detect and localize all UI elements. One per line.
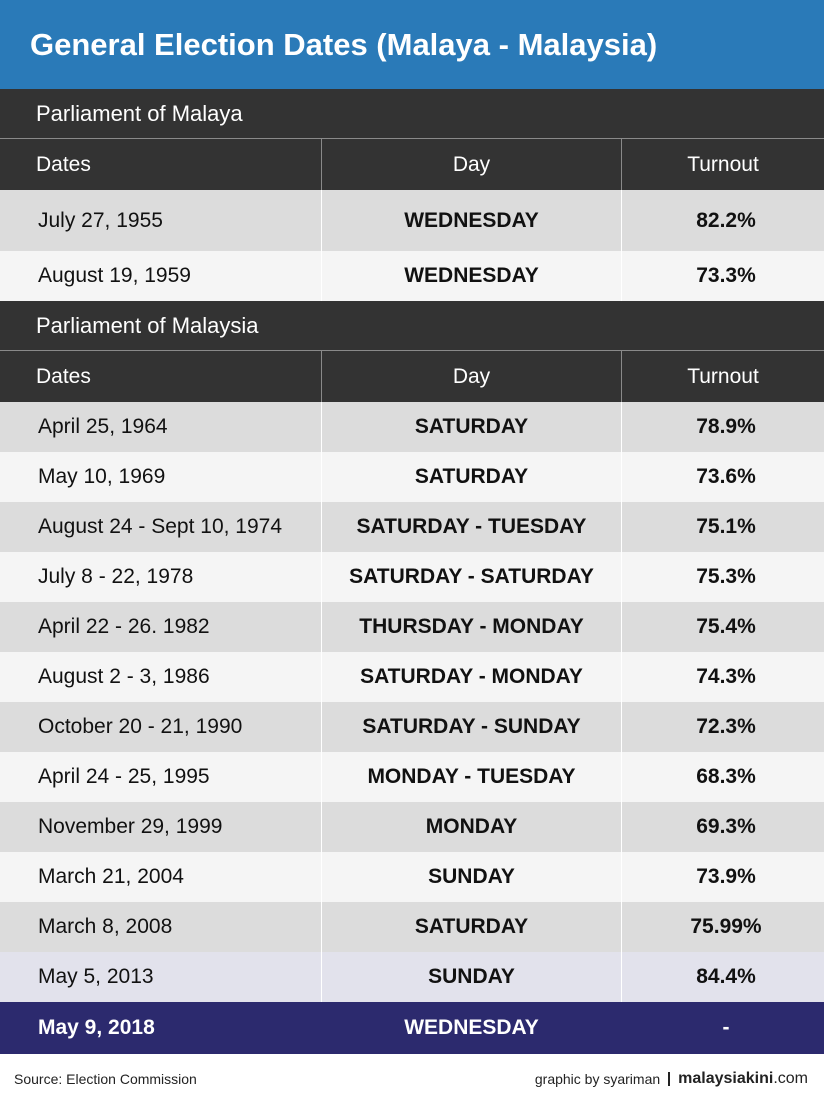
row-date: March 21, 2004 (38, 865, 184, 888)
brand-suffix: .com (773, 1069, 808, 1087)
row-turnout: 75.1% (621, 502, 824, 552)
section-title-malaya: Parliament of Malaya (0, 89, 824, 139)
row-day: WEDNESDAY (321, 1002, 621, 1054)
table-row: August 2 - 3, 1986 SATURDAY - MONDAY 74.… (0, 652, 824, 702)
row-day: SATURDAY (321, 902, 621, 952)
table-row-highlighted: May 9, 2018 WEDNESDAY - (0, 1002, 824, 1054)
row-date: August 2 - 3, 1986 (38, 665, 210, 688)
row-turnout: 72.3% (621, 702, 824, 752)
row-date: May 9, 2018 (38, 1016, 155, 1039)
table-header: Dates Day Turnout (0, 139, 824, 190)
row-day: SATURDAY (321, 452, 621, 502)
row-day: SATURDAY - TUESDAY (321, 502, 621, 552)
row-date: April 22 - 26. 1982 (38, 615, 210, 638)
footer: Source: Election Commission graphic by s… (0, 1054, 824, 1103)
row-date: March 8, 2008 (38, 915, 173, 938)
brand-logo: malaysiakini.com (678, 1070, 808, 1088)
row-day: SATURDAY - SUNDAY (321, 702, 621, 752)
row-turnout: 69.3% (621, 802, 824, 852)
table-row: October 20 - 21, 1990 SATURDAY - SUNDAY … (0, 702, 824, 752)
header-dates: Dates (36, 152, 91, 176)
row-date: November 29, 1999 (38, 815, 223, 838)
table-row: August 19, 1959 WEDNESDAY 73.3% (0, 251, 824, 301)
table-row: March 21, 2004 SUNDAY 73.9% (0, 852, 824, 902)
header-day: Day (321, 351, 621, 402)
row-date: October 20 - 21, 1990 (38, 715, 243, 738)
row-day: SATURDAY - MONDAY (321, 652, 621, 702)
row-turnout: 75.4% (621, 602, 824, 652)
row-turnout: 82.2% (621, 190, 824, 251)
row-date: August 19, 1959 (38, 264, 191, 287)
row-day: WEDNESDAY (321, 251, 621, 301)
row-day: SATURDAY - SATURDAY (321, 552, 621, 602)
table-row: April 22 - 26. 1982 THURSDAY - MONDAY 75… (0, 602, 824, 652)
row-day: MONDAY (321, 802, 621, 852)
table-row: May 10, 1969 SATURDAY 73.6% (0, 452, 824, 502)
credit-text: graphic by syariman (534, 1070, 661, 1087)
row-date: May 10, 1969 (38, 465, 166, 488)
source-note: Source: Election Commission (14, 1070, 197, 1087)
table-row: July 27, 1955 WEDNESDAY 82.2% (0, 190, 824, 251)
row-turnout: 73.3% (621, 251, 824, 301)
header-turnout: Turnout (621, 139, 824, 190)
table-row: April 25, 1964 SATURDAY 78.9% (0, 402, 824, 452)
brand-name: malaysiakini (678, 1069, 774, 1087)
row-day: SATURDAY (321, 402, 621, 452)
table-row: May 5, 2013 SUNDAY 84.4% (0, 952, 824, 1002)
row-day: THURSDAY - MONDAY (321, 602, 621, 652)
row-turnout: 73.6% (621, 452, 824, 502)
header-dates: Dates (36, 364, 91, 388)
row-day: MONDAY - TUESDAY (321, 752, 621, 802)
row-day: SUNDAY (321, 852, 621, 902)
page-title: General Election Dates (Malaya - Malaysi… (0, 0, 824, 89)
row-date: May 5, 2013 (38, 965, 154, 988)
table-header: Dates Day Turnout (0, 351, 824, 402)
row-date: August 24 - Sept 10, 1974 (38, 515, 283, 538)
table-row: April 24 - 25, 1995 MONDAY - TUESDAY 68.… (0, 752, 824, 802)
row-turnout: 73.9% (621, 852, 824, 902)
row-date: April 25, 1964 (38, 415, 168, 438)
row-date: July 8 - 22, 1978 (38, 565, 194, 588)
row-turnout: 74.3% (621, 652, 824, 702)
table-row: July 8 - 22, 1978 SATURDAY - SATURDAY 75… (0, 552, 824, 602)
header-turnout: Turnout (621, 351, 824, 402)
section-title-malaysia: Parliament of Malaysia (0, 301, 824, 351)
credit: graphic by syariman malaysiakini.com (535, 1070, 808, 1088)
row-turnout: 75.3% (621, 552, 824, 602)
row-day: SUNDAY (321, 952, 621, 1002)
row-date: April 24 - 25, 1995 (38, 765, 210, 788)
row-turnout: 68.3% (621, 752, 824, 802)
divider-bar-icon (668, 1071, 671, 1086)
table-row: November 29, 1999 MONDAY 69.3% (0, 802, 824, 852)
row-date: July 27, 1955 (38, 208, 163, 232)
table-row: August 24 - Sept 10, 1974 SATURDAY - TUE… (0, 502, 824, 552)
row-turnout: 78.9% (621, 402, 824, 452)
row-turnout: 75.99% (621, 902, 824, 952)
row-day: WEDNESDAY (321, 190, 621, 251)
header-day: Day (321, 139, 621, 190)
row-turnout: - (621, 1002, 824, 1054)
row-turnout: 84.4% (621, 952, 824, 1002)
table-row: March 8, 2008 SATURDAY 75.99% (0, 902, 824, 952)
